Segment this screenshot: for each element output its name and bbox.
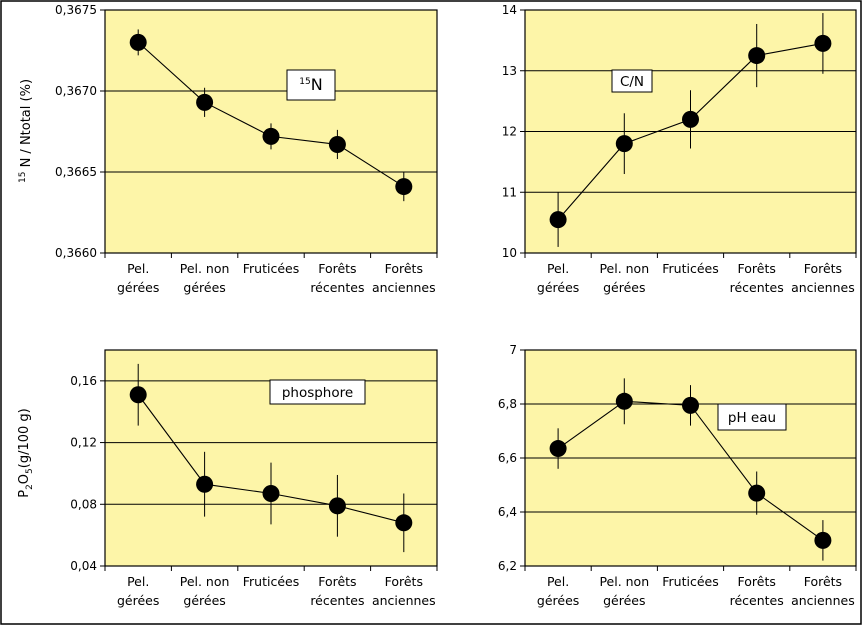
y-tick-label: 11: [502, 185, 517, 199]
x-tick-label: Pel. non gérées: [599, 261, 649, 295]
data-point: [262, 127, 280, 145]
y-tick-label: 0,3665: [55, 165, 97, 179]
x-tick-label: Forêts récentes: [730, 261, 784, 295]
charts-layer: 0,3660 0,3665 0,3670 0,3675 Pel. gérées Pel. n…: [17, 3, 857, 608]
series-label-box: [269, 379, 366, 405]
y-tick-label: 0,3675: [55, 3, 97, 17]
y-tick-label: 0,12: [70, 436, 97, 450]
x-tick-label: Pel. gérées: [537, 574, 579, 608]
y-axis-label: P2O5(g/100 g): [17, 408, 35, 498]
y-tick-label: 6,6: [498, 451, 517, 465]
x-tick-label: Forêts récentes: [310, 574, 364, 608]
data-point: [814, 531, 832, 549]
y-tick-label: 0,3670: [55, 84, 97, 98]
series-label: pH eau: [728, 410, 776, 426]
data-point: [814, 34, 832, 52]
x-tick-label: Pel. gérées: [117, 574, 159, 608]
x-tick-label: Pel. gérées: [537, 261, 579, 295]
series-label: 15N: [299, 75, 322, 94]
y-tick-label: 13: [502, 64, 517, 78]
x-tick-label: Pel. non gérées: [599, 574, 649, 608]
plot-frame: [524, 9, 857, 254]
y-tick-label: 0,08: [70, 497, 97, 511]
x-tick-label: Pel. non gérées: [180, 574, 230, 608]
x-tick-label: Forêts récentes: [730, 574, 784, 608]
plot-frame: [524, 349, 857, 567]
data-point: [262, 484, 280, 502]
chart-panel-3: 0,04 0,08 0,12 0,16 Pel. gérées Pel. non gérées…: [17, 349, 438, 608]
data-point: [129, 33, 147, 51]
data-point: [549, 211, 567, 229]
plot-frame: [104, 349, 438, 567]
y-tick-label: 7: [509, 343, 517, 357]
y-tick-label: 0,16: [70, 374, 97, 388]
data-point: [196, 475, 214, 493]
y-tick-label: 12: [502, 125, 517, 139]
x-tick-label: Fruticées: [662, 574, 718, 589]
data-point: [395, 514, 413, 532]
series-label-box: [611, 69, 653, 93]
y-tick-label: 6,2: [498, 559, 517, 573]
data-point: [395, 178, 413, 196]
data-point: [748, 484, 766, 502]
plot-frame: [104, 9, 438, 254]
x-tick-label: Fruticées: [243, 261, 299, 276]
x-tick-label: Pel. non gérées: [180, 261, 230, 295]
series-label: C/N: [620, 74, 644, 90]
series-label-box: [717, 403, 787, 431]
chart-panel-2: 10 11 12 13 14 Pel. gérées Pel. non gérées Frutic…: [502, 3, 857, 295]
x-tick-label: Pel. gérées: [117, 261, 159, 295]
data-point: [615, 135, 633, 153]
x-tick-label: Forêts récentes: [310, 261, 364, 295]
y-tick-label: 6,8: [498, 397, 517, 411]
chart-panel-1: 0,3660 0,3665 0,3670 0,3675 Pel. gérées Pel. n…: [18, 3, 438, 295]
x-tick-label: Fruticées: [662, 261, 718, 276]
data-point: [682, 396, 699, 414]
y-tick-label: 10: [502, 246, 517, 260]
data-point: [549, 440, 567, 458]
series-label-box: [286, 69, 336, 101]
x-tick-label: Forêts anciennes: [791, 261, 855, 295]
y-tick-label: 0,3660: [55, 246, 97, 260]
data-point: [196, 93, 214, 111]
chart-panel-4: 6,2 6,4 6,6 6,8 7 Pel. gérées Pel. non gérées Fru…: [498, 343, 857, 608]
y-axis-label: 15 N / Ntotal (%): [18, 79, 34, 183]
y-tick-label: 14: [502, 3, 517, 17]
data-point: [328, 135, 346, 153]
y-tick-label: 0,04: [70, 559, 97, 573]
data-point: [682, 110, 699, 128]
data-point: [129, 386, 147, 404]
data-point: [615, 392, 633, 410]
x-tick-label: Forêts anciennes: [372, 574, 436, 608]
y-tick-label: 6,4: [498, 505, 517, 519]
data-point: [328, 497, 346, 515]
data-point: [748, 47, 766, 65]
x-tick-label: Forêts anciennes: [791, 574, 855, 608]
series-label: phosphore: [282, 385, 353, 401]
x-tick-label: Fruticées: [243, 574, 299, 589]
x-tick-label: Forêts anciennes: [372, 261, 436, 295]
